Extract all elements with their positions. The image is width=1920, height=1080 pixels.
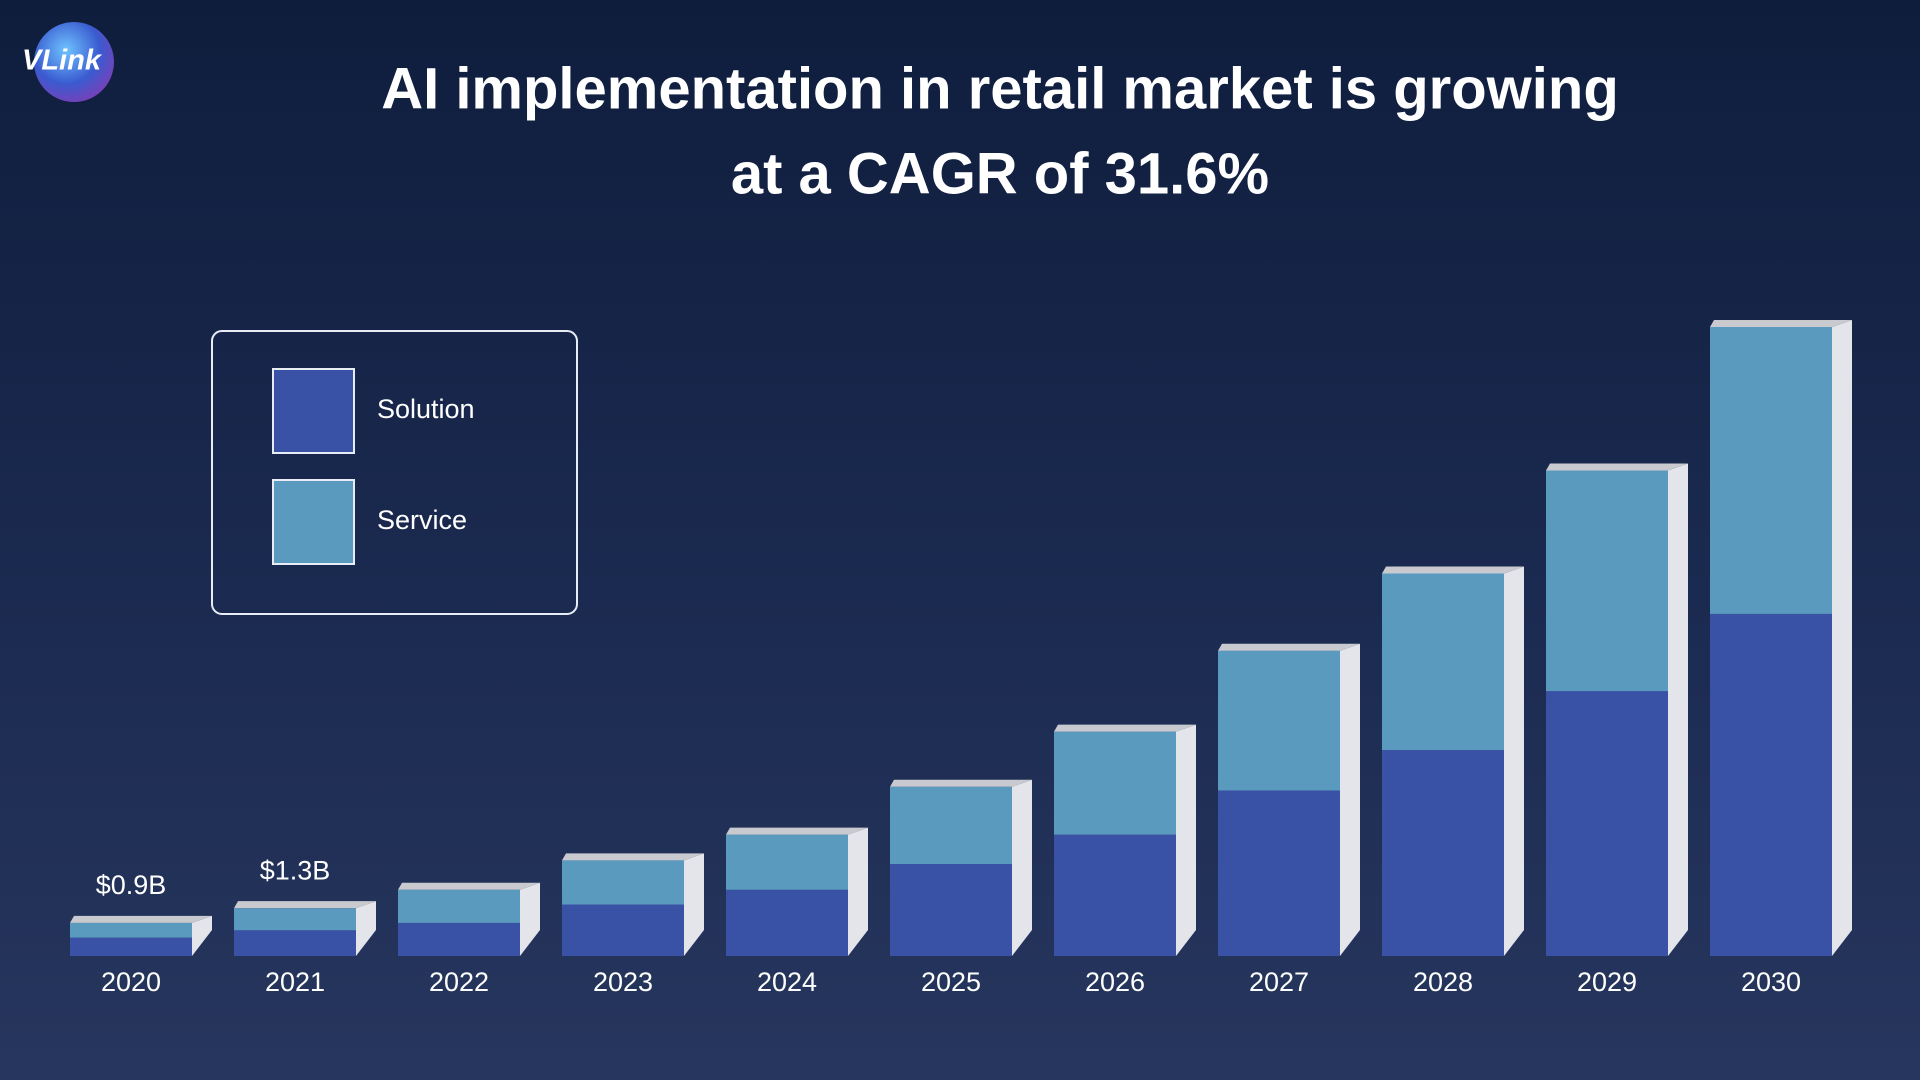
bar-segment — [890, 864, 1012, 956]
bar-side — [1668, 463, 1688, 956]
x-tick-label: 2023 — [593, 967, 653, 997]
bar-segment — [726, 889, 848, 956]
bar-segment — [70, 937, 192, 956]
bar-side — [1504, 566, 1524, 956]
bar-segment — [234, 930, 356, 956]
x-tick-label: 2028 — [1413, 967, 1473, 997]
bar-segment — [1546, 691, 1668, 956]
legend-swatch — [272, 479, 355, 565]
x-tick-label: 2030 — [1741, 967, 1801, 997]
bar-top — [890, 779, 1032, 787]
bar-segment — [1054, 731, 1176, 835]
legend-label: Solution — [377, 394, 475, 424]
x-tick-label: 2021 — [265, 967, 325, 997]
bar-segment — [1218, 650, 1340, 791]
x-tick-label: 2029 — [1577, 967, 1637, 997]
bar-segment — [1382, 573, 1504, 751]
value-label: $1.3B — [260, 855, 331, 885]
bar-top — [1710, 320, 1852, 327]
legend-swatch — [272, 368, 355, 454]
bar-top — [1054, 724, 1196, 732]
bar-segment — [562, 904, 684, 956]
x-tick-label: 2020 — [101, 967, 161, 997]
bar-side — [848, 827, 868, 956]
bar-segment — [398, 889, 520, 923]
bar-top — [1382, 566, 1524, 574]
legend-box — [211, 330, 578, 615]
bar-segment — [398, 922, 520, 956]
bar-segment — [1054, 834, 1176, 956]
bar-top — [234, 901, 376, 909]
x-tick-label: 2024 — [757, 967, 817, 997]
bar-side — [1012, 779, 1032, 956]
bar-segment — [1546, 470, 1668, 692]
bar-segment — [70, 922, 192, 938]
bar-side — [1832, 320, 1852, 956]
bar-top — [1546, 463, 1688, 471]
bar-segment — [890, 786, 1012, 865]
logo: VLink — [22, 22, 114, 102]
x-tick-label: 2022 — [429, 967, 489, 997]
legend-label: Service — [377, 505, 467, 535]
logo-text: VLink — [22, 45, 103, 77]
chart-title: AI implementation in retail market is gr… — [381, 56, 1619, 121]
bar-side — [1176, 724, 1196, 956]
x-tick-label: 2027 — [1249, 967, 1309, 997]
value-label: $0.9B — [96, 870, 167, 900]
bar-segment — [1382, 750, 1504, 956]
bar-segment — [1710, 327, 1832, 614]
bar-top — [726, 827, 868, 835]
bar-top — [562, 853, 704, 861]
bar-side — [1340, 643, 1360, 956]
bar-side — [356, 901, 376, 956]
bar-segment — [562, 860, 684, 905]
bar-segment — [1218, 790, 1340, 956]
bar-side — [520, 882, 540, 956]
logo-globe — [34, 22, 114, 102]
bar-segment — [234, 908, 356, 931]
bar-side — [684, 853, 704, 956]
bar-segment — [726, 834, 848, 890]
bar-segment — [1710, 613, 1832, 956]
chart-title: at a CAGR of 31.6% — [731, 141, 1269, 206]
x-tick-label: 2025 — [921, 967, 981, 997]
bar-top — [398, 882, 540, 890]
bar-side — [192, 915, 212, 956]
bar-top — [1218, 643, 1360, 651]
x-tick-label: 2026 — [1085, 967, 1145, 997]
bar-top — [70, 915, 212, 923]
